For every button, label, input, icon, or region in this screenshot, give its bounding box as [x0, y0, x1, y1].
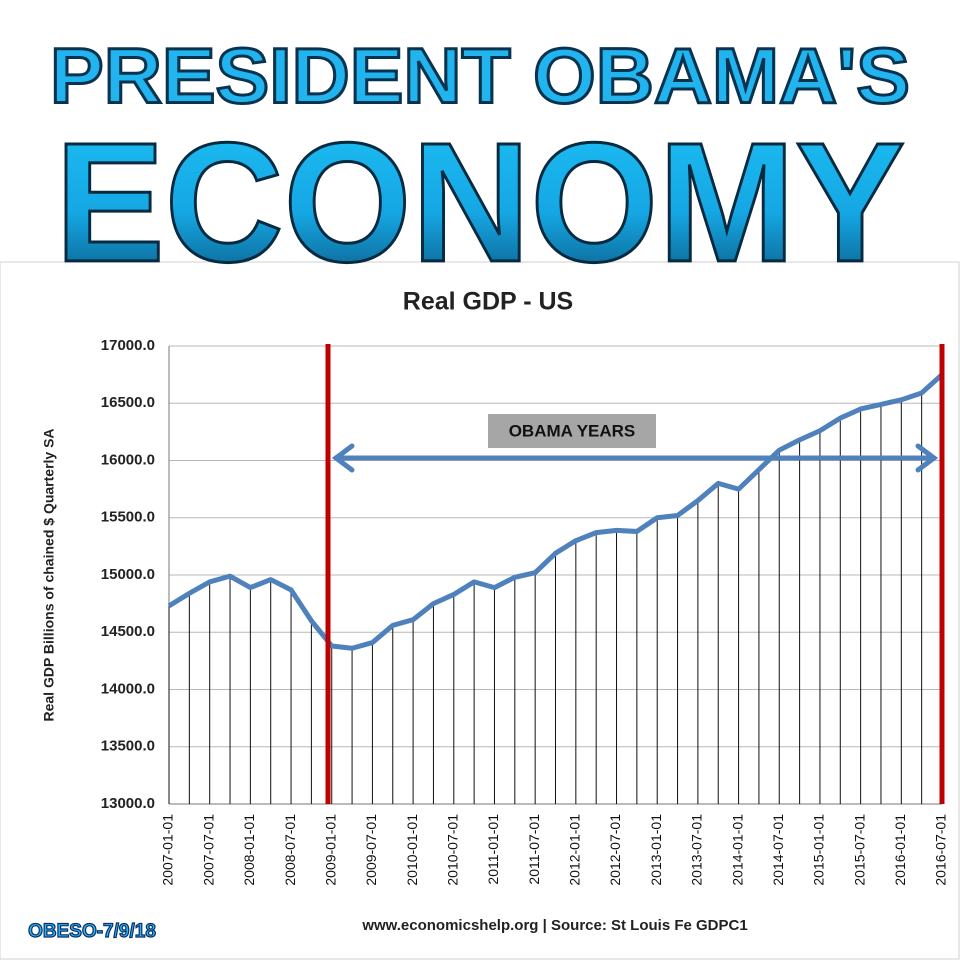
x-tick-label: 2014-01-01 — [729, 814, 745, 886]
x-tick-label: 2014-07-01 — [770, 814, 786, 886]
annotation: OBAMA YEARS — [509, 421, 636, 440]
chart-title: Real GDP - US — [403, 288, 573, 316]
y-tick-label: 16000.0 — [101, 451, 155, 468]
x-tick-label: 2015-01-01 — [811, 814, 827, 886]
y-tick-label: 14500.0 — [101, 623, 155, 640]
x-tick-label: 2016-07-01 — [933, 814, 949, 886]
x-tick-label: 2008-01-01 — [241, 814, 257, 886]
x-tick-label: 2013-07-01 — [689, 814, 705, 886]
x-tick-label: 2007-01-01 — [160, 814, 176, 886]
x-tick-label: 2007-07-01 — [200, 814, 216, 886]
x-tick-label: 2008-07-01 — [282, 814, 298, 886]
annotation-box — [488, 414, 656, 448]
signature: OBESO-7/9/18 — [28, 921, 156, 942]
y-tick-label: 17000.0 — [101, 337, 155, 354]
data-line — [167, 372, 944, 651]
y-axis-label: Real GDP Billions of chained $ Quarterly… — [41, 428, 57, 721]
x-tick-label: 2009-01-01 — [322, 814, 338, 886]
range-arrow — [331, 443, 939, 473]
header-subtitle: ECONOMY — [55, 108, 905, 298]
y-tick-label: 14000.0 — [101, 680, 155, 697]
y-tick-label: 13000.0 — [101, 795, 155, 812]
y-tick-label: 16500.0 — [101, 394, 155, 411]
x-tick-label: 2009-07-01 — [363, 814, 379, 886]
header-title: PRESIDENT OBAMA'S — [50, 32, 910, 120]
x-tick-label: 2012-01-01 — [567, 814, 583, 886]
plot-area: 13000.0 13500.0 14000.0 14500.0 15000.0 15500… — [101, 337, 949, 886]
x-tick-label: 2011-07-01 — [526, 814, 542, 885]
x-tick-label: 2010-01-01 — [404, 814, 420, 886]
x-tick-label: 2012-07-01 — [607, 814, 623, 886]
y-tick-label: 15500.0 — [101, 509, 155, 526]
y-tick-label: 13500.0 — [101, 738, 155, 755]
x-tick-label: 2010-07-01 — [444, 814, 460, 886]
y-tick-label: 15000.0 — [101, 566, 155, 583]
x-tick-label: 2015-07-01 — [851, 814, 867, 886]
x-tick-label: 2016-01-01 — [892, 814, 908, 886]
source: www.economicshelp.org | Source: St Louis… — [361, 917, 747, 934]
x-tick-label: 2011-01-01 — [485, 814, 501, 885]
x-tick-label: 2013-01-01 — [648, 814, 664, 886]
